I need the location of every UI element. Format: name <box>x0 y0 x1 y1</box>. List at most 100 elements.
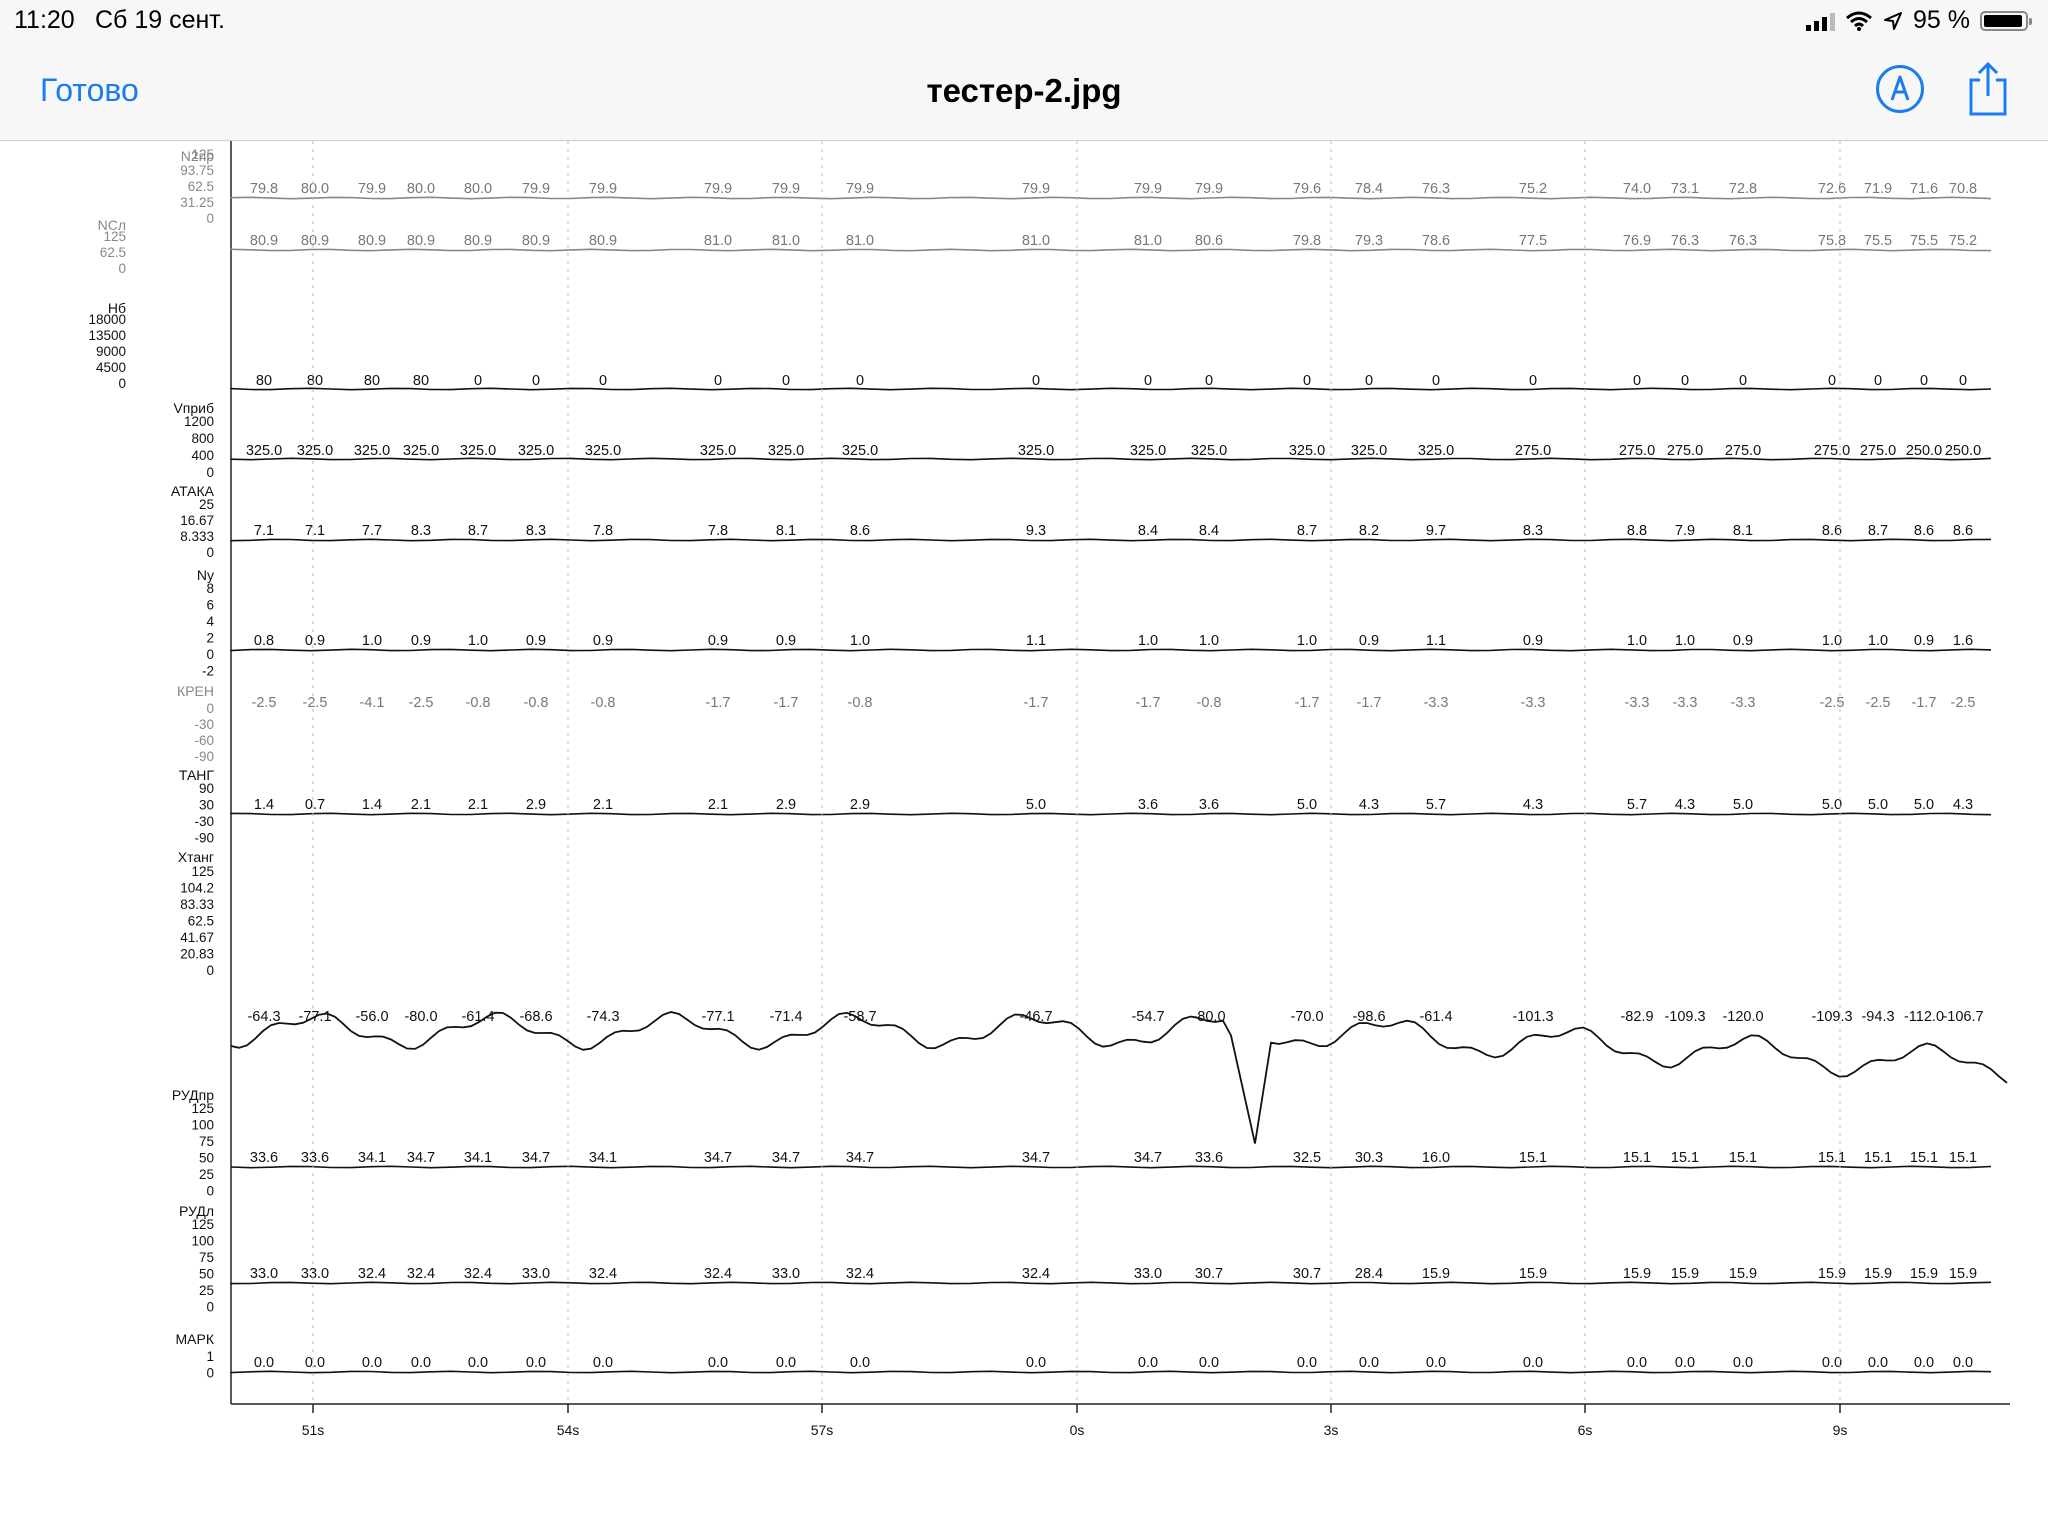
tick-label-ny: 6 <box>206 598 214 613</box>
value-ny: 0.9 <box>708 633 728 649</box>
value-rudl: 30.7 <box>1195 1266 1223 1282</box>
value-rudl: 15.9 <box>1623 1266 1651 1282</box>
value-kr: -3.3 <box>1673 695 1698 711</box>
value-kr: -1.7 <box>1024 695 1049 711</box>
trace-xt <box>230 1011 2008 1144</box>
value-ruda: 34.7 <box>772 1150 800 1166</box>
channel-name-mk: МАРК <box>176 1331 215 1347</box>
value-nb: 80 <box>364 373 380 389</box>
value-nb: 0 <box>714 373 722 389</box>
value-tg: 1.4 <box>254 797 274 813</box>
value-tg: 2.1 <box>411 797 431 813</box>
value-mk: 0.0 <box>593 1355 613 1371</box>
value-tg: 3.6 <box>1138 797 1158 813</box>
value-ruda: 15.1 <box>1910 1150 1938 1166</box>
value-ny: 0.9 <box>1914 633 1934 649</box>
value-nd: 79.3 <box>1355 233 1383 249</box>
time-axis-label: 6s <box>1578 1422 1593 1438</box>
tick-label-n2: 31.25 <box>180 195 214 210</box>
value-at: 8.4 <box>1199 523 1219 539</box>
tick-label-v: 400 <box>191 448 214 463</box>
value-rudl: 15.9 <box>1818 1266 1846 1282</box>
value-nd: 76.3 <box>1671 233 1699 249</box>
channel-name-nd: NСл <box>98 217 126 233</box>
tick-label-nb: 18000 <box>88 312 126 327</box>
markup-icon[interactable] <box>1876 65 1924 113</box>
tick-label-at: 8.333 <box>180 529 214 544</box>
channel-name-rudl: РУДл <box>179 1203 214 1219</box>
value-n2: 74.0 <box>1623 181 1651 197</box>
value-tg: 0.7 <box>305 797 325 813</box>
value-rudl: 32.4 <box>464 1266 492 1282</box>
value-mk: 0.0 <box>305 1355 325 1371</box>
tick-label-ny: 8 <box>206 581 214 596</box>
value-ny: 1.0 <box>1138 633 1158 649</box>
tick-label-rudl: 100 <box>191 1234 214 1249</box>
value-xt: -46.7 <box>1019 1009 1052 1025</box>
value-n2: 70.8 <box>1949 181 1977 197</box>
trace-rudl <box>230 1281 1992 1285</box>
trace-tg <box>230 812 1992 816</box>
value-kr: -1.7 <box>1295 695 1320 711</box>
share-icon[interactable] <box>1964 60 2012 118</box>
value-tg: 4.3 <box>1523 797 1543 813</box>
tick-label-ruda: 25 <box>199 1167 214 1182</box>
value-at: 8.3 <box>411 523 431 539</box>
location-arrow-icon <box>1884 11 1903 30</box>
value-kr: -3.3 <box>1625 695 1650 711</box>
value-at: 8.6 <box>1822 523 1842 539</box>
value-nd: 80.9 <box>464 233 492 249</box>
tick-label-ruda: 100 <box>191 1118 214 1133</box>
value-mk: 0.0 <box>776 1355 796 1371</box>
value-v: 325.0 <box>842 443 878 459</box>
value-ny: 0.9 <box>1359 633 1379 649</box>
value-rudl: 33.0 <box>250 1266 278 1282</box>
tick-label-nb: 9000 <box>96 344 126 359</box>
done-button[interactable]: Готово <box>40 72 139 108</box>
value-nb: 0 <box>856 373 864 389</box>
value-rudl: 33.0 <box>522 1266 550 1282</box>
status-indicators: 95 % <box>1806 6 2032 35</box>
value-kr: -1.7 <box>1912 695 1937 711</box>
document-image[interactable]: N2пр 125 93.75 62.5 31.25 0 79.8 80.0 79.9 80.0 80… <box>0 141 2048 1536</box>
value-at: 8.3 <box>526 523 546 539</box>
battery-percent: 95 % <box>1913 6 1970 34</box>
value-mk: 0.0 <box>1675 1355 1695 1371</box>
tick-label-xt: 62.5 <box>188 914 214 929</box>
value-v: 275.0 <box>1860 443 1896 459</box>
tick-label-v: 0 <box>206 465 214 480</box>
value-n2: 79.8 <box>250 181 278 197</box>
value-nd: 80.9 <box>301 233 329 249</box>
value-ny: 1.0 <box>1868 633 1888 649</box>
channel-name-tg: ТАНГ <box>179 767 215 783</box>
value-kr: -0.8 <box>524 695 549 711</box>
value-n2: 80.0 <box>464 181 492 197</box>
value-xt: -61.4 <box>461 1009 494 1025</box>
value-ruda: 33.6 <box>301 1150 329 1166</box>
tick-label-rudl: 50 <box>199 1267 214 1282</box>
value-nd: 75.8 <box>1818 233 1846 249</box>
value-n2: 71.9 <box>1864 181 1892 197</box>
value-nb: 0 <box>1365 373 1373 389</box>
value-xt: -106.7 <box>1942 1009 1983 1025</box>
value-v: 325.0 <box>1018 443 1054 459</box>
value-v: 325.0 <box>1289 443 1325 459</box>
tick-label-kr: -30 <box>194 717 214 732</box>
value-xt: -82.9 <box>1620 1009 1653 1025</box>
value-ruda: 34.7 <box>1134 1150 1162 1166</box>
value-kr: -0.8 <box>466 695 491 711</box>
value-at: 7.8 <box>708 523 728 539</box>
value-v: 325.0 <box>1418 443 1454 459</box>
tick-label-ny: -2 <box>202 664 214 679</box>
tick-label-n2: 62.5 <box>188 179 214 194</box>
value-v: 275.0 <box>1725 443 1761 459</box>
value-rudl: 15.9 <box>1519 1266 1547 1282</box>
value-rudl: 32.4 <box>358 1266 386 1282</box>
value-nb: 80 <box>307 373 323 389</box>
value-at: 7.9 <box>1675 523 1695 539</box>
value-n2: 79.9 <box>589 181 617 197</box>
tick-label-ruda: 0 <box>206 1184 214 1199</box>
value-ny: 0.9 <box>593 633 613 649</box>
value-ruda: 15.1 <box>1949 1150 1977 1166</box>
